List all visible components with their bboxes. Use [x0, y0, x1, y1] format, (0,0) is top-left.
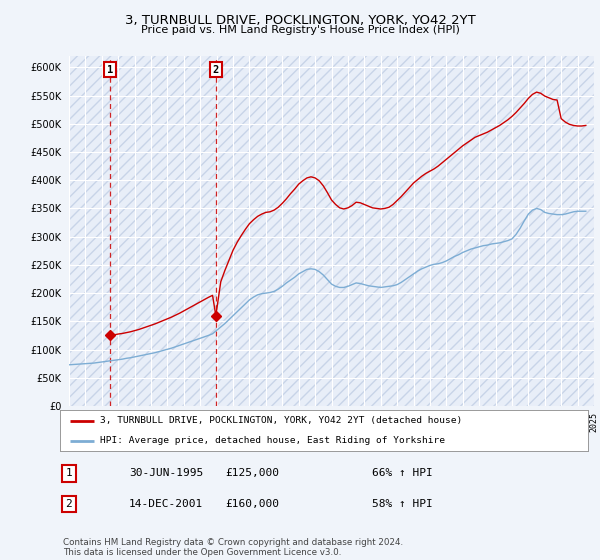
Text: 1: 1 [107, 65, 113, 74]
Text: 3, TURNBULL DRIVE, POCKLINGTON, YORK, YO42 2YT (detached house): 3, TURNBULL DRIVE, POCKLINGTON, YORK, YO… [100, 416, 462, 425]
Text: 2: 2 [213, 65, 219, 74]
Text: £160,000: £160,000 [225, 499, 279, 509]
Text: 58% ↑ HPI: 58% ↑ HPI [372, 499, 433, 509]
Text: 30-JUN-1995: 30-JUN-1995 [129, 468, 203, 478]
Text: 14-DEC-2001: 14-DEC-2001 [129, 499, 203, 509]
Text: Price paid vs. HM Land Registry's House Price Index (HPI): Price paid vs. HM Land Registry's House … [140, 25, 460, 35]
Text: 66% ↑ HPI: 66% ↑ HPI [372, 468, 433, 478]
Text: 3, TURNBULL DRIVE, POCKLINGTON, YORK, YO42 2YT: 3, TURNBULL DRIVE, POCKLINGTON, YORK, YO… [125, 14, 475, 27]
Text: HPI: Average price, detached house, East Riding of Yorkshire: HPI: Average price, detached house, East… [100, 436, 445, 445]
Text: 2: 2 [65, 499, 73, 509]
Text: Contains HM Land Registry data © Crown copyright and database right 2024.
This d: Contains HM Land Registry data © Crown c… [63, 538, 403, 557]
Text: 1: 1 [65, 468, 73, 478]
Text: £125,000: £125,000 [225, 468, 279, 478]
